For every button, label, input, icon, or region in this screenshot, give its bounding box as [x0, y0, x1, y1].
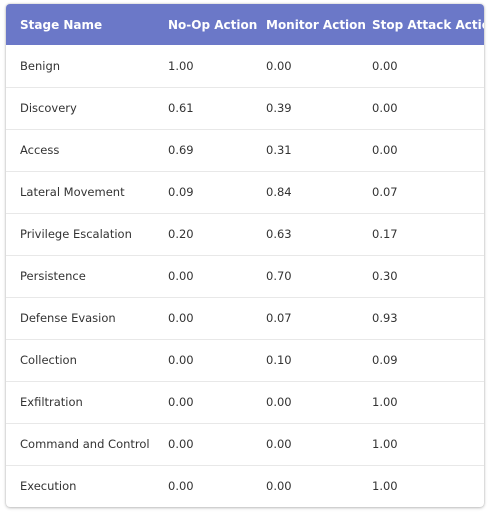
monitor-value-cell: 0.00 [266, 45, 372, 87]
column-header-monitor-action: Monitor Action [266, 4, 372, 45]
header-row: Stage Name No-Op Action Monitor Action S… [6, 4, 484, 45]
stage-name-cell: Persistence [6, 255, 168, 297]
no-op-value-cell: 0.00 [168, 381, 266, 423]
monitor-value-cell: 0.00 [266, 423, 372, 465]
no-op-value-cell: 0.00 [168, 339, 266, 381]
no-op-value-cell: 0.00 [168, 297, 266, 339]
table-row: Execution 0.00 0.00 1.00 [6, 465, 484, 507]
stop-attack-value-cell: 0.17 [372, 213, 484, 255]
no-op-value-cell: 0.69 [168, 129, 266, 171]
monitor-value-cell: 0.00 [266, 381, 372, 423]
stop-attack-value-cell: 0.00 [372, 129, 484, 171]
column-header-stage-name: Stage Name [6, 4, 168, 45]
table-row: Command and Control 0.00 0.00 1.00 [6, 423, 484, 465]
stop-attack-value-cell: 1.00 [372, 381, 484, 423]
stage-name-cell: Access [6, 129, 168, 171]
table-header: Stage Name No-Op Action Monitor Action S… [6, 4, 484, 45]
stop-attack-value-cell: 1.00 [372, 465, 484, 507]
no-op-value-cell: 0.00 [168, 465, 266, 507]
monitor-value-cell: 0.84 [266, 171, 372, 213]
monitor-value-cell: 0.10 [266, 339, 372, 381]
monitor-value-cell: 0.00 [266, 465, 372, 507]
table-row: Persistence 0.00 0.70 0.30 [6, 255, 484, 297]
table-row: Exfiltration 0.00 0.00 1.00 [6, 381, 484, 423]
monitor-value-cell: 0.39 [266, 87, 372, 129]
table-row: Defense Evasion 0.00 0.07 0.93 [6, 297, 484, 339]
table-row: Collection 0.00 0.10 0.09 [6, 339, 484, 381]
table-body: Benign 1.00 0.00 0.00 Discovery 0.61 0.3… [6, 45, 484, 507]
stage-name-cell: Defense Evasion [6, 297, 168, 339]
table-row: Access 0.69 0.31 0.00 [6, 129, 484, 171]
table-row: Benign 1.00 0.00 0.00 [6, 45, 484, 87]
table-row: Privilege Escalation 0.20 0.63 0.17 [6, 213, 484, 255]
stop-attack-value-cell: 1.00 [372, 423, 484, 465]
monitor-value-cell: 0.70 [266, 255, 372, 297]
table-row: Discovery 0.61 0.39 0.00 [6, 87, 484, 129]
stop-attack-value-cell: 0.09 [372, 339, 484, 381]
no-op-value-cell: 0.20 [168, 213, 266, 255]
column-header-no-op-action: No-Op Action [168, 4, 266, 45]
stage-name-cell: Lateral Movement [6, 171, 168, 213]
stop-attack-value-cell: 0.00 [372, 45, 484, 87]
no-op-value-cell: 1.00 [168, 45, 266, 87]
stage-name-cell: Benign [6, 45, 168, 87]
monitor-value-cell: 0.31 [266, 129, 372, 171]
column-header-stop-attack-action: Stop Attack Action [372, 4, 484, 45]
monitor-value-cell: 0.63 [266, 213, 372, 255]
no-op-value-cell: 0.61 [168, 87, 266, 129]
stage-name-cell: Discovery [6, 87, 168, 129]
no-op-value-cell: 0.00 [168, 423, 266, 465]
stop-attack-value-cell: 0.93 [372, 297, 484, 339]
stage-name-cell: Command and Control [6, 423, 168, 465]
no-op-value-cell: 0.00 [168, 255, 266, 297]
action-probability-table-card: Stage Name No-Op Action Monitor Action S… [6, 4, 484, 507]
stop-attack-value-cell: 0.00 [372, 87, 484, 129]
stop-attack-value-cell: 0.30 [372, 255, 484, 297]
stage-name-cell: Exfiltration [6, 381, 168, 423]
action-probability-table: Stage Name No-Op Action Monitor Action S… [6, 4, 484, 507]
stage-name-cell: Execution [6, 465, 168, 507]
stage-name-cell: Collection [6, 339, 168, 381]
stop-attack-value-cell: 0.07 [372, 171, 484, 213]
monitor-value-cell: 0.07 [266, 297, 372, 339]
no-op-value-cell: 0.09 [168, 171, 266, 213]
stage-name-cell: Privilege Escalation [6, 213, 168, 255]
table-row: Lateral Movement 0.09 0.84 0.07 [6, 171, 484, 213]
